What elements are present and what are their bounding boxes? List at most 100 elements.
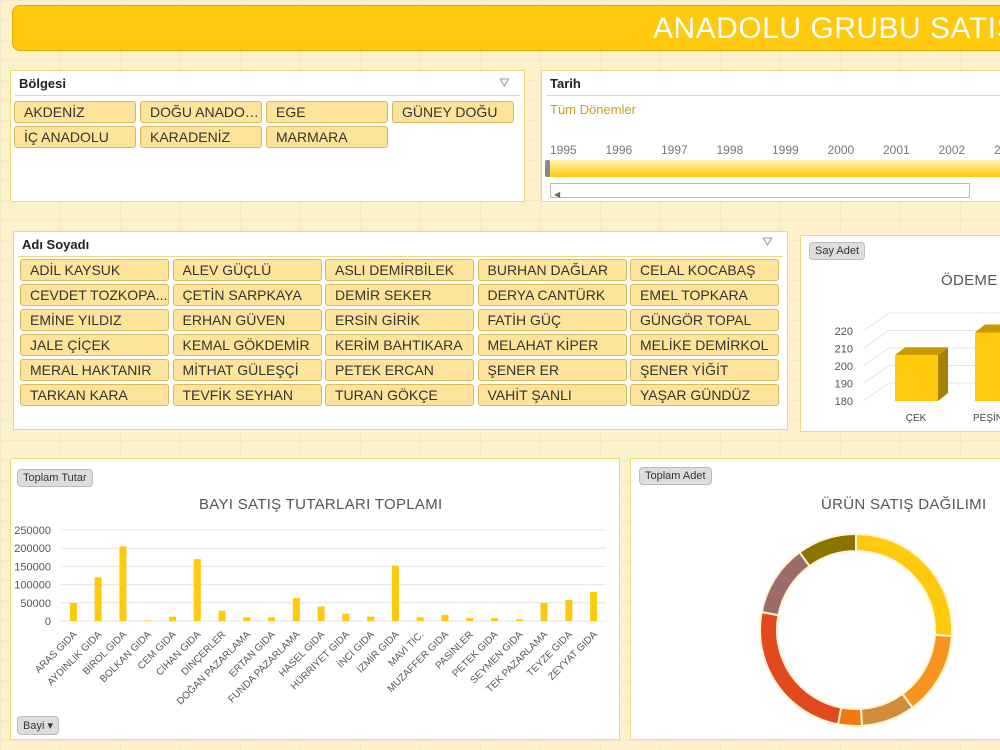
year-label: 20 [994,143,1000,157]
donut-slice [759,610,843,726]
name-button[interactable]: EMİNE YILDIZ [20,309,169,331]
name-button[interactable]: VAHİT ŞANLI [477,384,627,406]
bar-top [975,324,1000,333]
period-label: Tüm Dönemler [550,102,636,117]
bar [168,616,176,621]
bar [491,618,499,621]
field-button-toplam-adet[interactable]: Toplam Adet [639,467,712,485]
y-tick-label: 180 [835,396,853,408]
region-button[interactable]: İÇ ANADOLU [14,126,136,148]
chart-title: ÖDEME T [941,272,1000,289]
bar [441,614,449,621]
region-button[interactable]: EGE [266,101,388,123]
bar [416,617,424,621]
name-button[interactable]: CELAL KOCABAŞ [630,259,779,281]
bayi-filter-button[interactable]: Bayi ▾ [17,716,59,735]
name-button[interactable]: TARKAN KARA [20,384,169,406]
region-button[interactable]: MARMARA [266,126,388,148]
dashboard-header: ANADOLU GRUBU SATIŞ [12,5,1000,51]
scroll-left-icon[interactable]: ◀ [554,190,561,199]
bar-top [895,347,948,356]
name-button[interactable]: DEMİR SEKER [325,284,474,306]
bar [367,616,375,621]
x-tick-label: PEŞİN [973,411,1000,424]
gridline [862,330,890,349]
gridline [862,312,890,332]
clear-filter-icon[interactable]: ⛛ [762,234,773,249]
bar [268,617,276,621]
name-button[interactable]: ADİL KAYSUK [20,259,169,281]
y-tick-label: 0 [45,616,51,628]
timeline-bar[interactable] [545,160,1000,177]
bar-side [938,347,948,401]
bar [317,606,325,621]
name-button[interactable]: YAŞAR GÜNDÜZ [630,384,779,406]
name-button[interactable]: KERİM BAHTIKARA [325,334,474,356]
bar [540,602,548,621]
name-slicer-title: Adı Soyadı [22,237,90,252]
y-tick-label: 190 [835,379,853,391]
region-button[interactable]: KARADENİZ [140,126,262,148]
name-button[interactable]: TURAN GÖKÇE [325,384,474,406]
donut-slice [859,692,914,727]
name-button[interactable]: JALE ÇİÇEK [20,334,169,356]
name-button[interactable]: ALEV GÜÇLÜ [172,259,322,281]
bar [466,618,474,621]
timeline-handle[interactable] [545,160,550,177]
dashboard-title: ANADOLU GRUBU SATIŞ [653,12,1000,45]
bar [218,610,226,621]
region-button[interactable]: GÜNEY DOĞU [392,101,514,123]
region-button[interactable]: AKDENİZ [14,101,136,123]
name-slicer: Adı Soyadı ⛛ ADİL KAYSUK ALEV GÜÇLÜ ASLI D… [13,231,788,430]
year-label: 1996 [605,143,633,157]
bar [515,619,523,621]
name-button[interactable]: ASLI DEMİRBİLEK [325,259,474,281]
product-distribution-chart: Toplam Adet ÜRÜN SATIŞ DAĞILIMI [630,458,1000,740]
name-button[interactable]: GÜNGÖR TOPAL [630,309,779,331]
bar [565,599,573,621]
name-button[interactable]: CEVDET TOZKOPA... [20,284,169,306]
field-button-toplam-tutar[interactable]: Toplam Tutar [17,469,93,487]
region-slicer-title: Bölgesi [19,76,66,91]
name-button[interactable]: ÇETİN SARPKAYA [172,284,322,306]
year-label: 1998 [716,143,744,157]
chart-title: ÜRÜN SATIŞ DAĞILIMI [821,496,987,513]
y-tick-label: 150000 [14,561,51,573]
name-button[interactable]: DERYA CANTÜRK [477,284,627,306]
name-button[interactable]: ERSİN GİRİK [325,309,474,331]
name-button[interactable]: KEMAL GÖKDEMİR [172,334,322,356]
name-button[interactable]: MELİKE DEMİRKOL [630,334,779,356]
bar [895,355,938,401]
name-button[interactable]: FATİH GÜÇ [477,309,627,331]
bar [342,613,350,621]
name-button[interactable]: PETEK ERCAN [325,359,474,381]
bar [193,559,201,621]
donut-slice [760,550,811,617]
clear-filter-icon[interactable]: ⛛ [499,75,510,90]
name-button[interactable]: MERAL HAKTANIR [20,359,169,381]
region-button[interactable]: DOĞU ANADOLU [140,101,262,123]
gridline [862,365,890,384]
name-button[interactable]: EMEL TOPKARA [630,284,779,306]
product-donut-plot [759,532,953,727]
date-slicer-title: Tarih [550,76,581,91]
donut-slice [901,633,953,710]
name-button[interactable]: MİTHAT GÜLEŞÇİ [172,359,322,381]
name-button[interactable]: ŞENER ER [477,359,627,381]
name-button[interactable]: MELAHAT KİPER [477,334,627,356]
year-label: 1999 [772,143,799,157]
name-button[interactable]: ŞENER YİĞİT [630,359,779,381]
timeline-scrollbar[interactable]: ◀ [550,183,970,199]
name-button[interactable]: BURHAN DAĞLAR [477,259,627,281]
name-button[interactable]: TEVFİK SEYHAN [172,384,322,406]
field-button-say-adet[interactable]: Say Adet [809,242,866,260]
y-tick-label: 50000 [20,598,51,610]
donut-slice [798,532,857,568]
y-tick-label: 210 [835,344,853,356]
name-button[interactable]: ERHAN GÜVEN [172,309,322,331]
bar [292,598,300,621]
year-label: 1997 [661,143,688,157]
y-tick-label: 250000 [14,525,51,537]
chart-title: BAYI SATIŞ TUTARLARI TOPLAMI [199,496,443,513]
